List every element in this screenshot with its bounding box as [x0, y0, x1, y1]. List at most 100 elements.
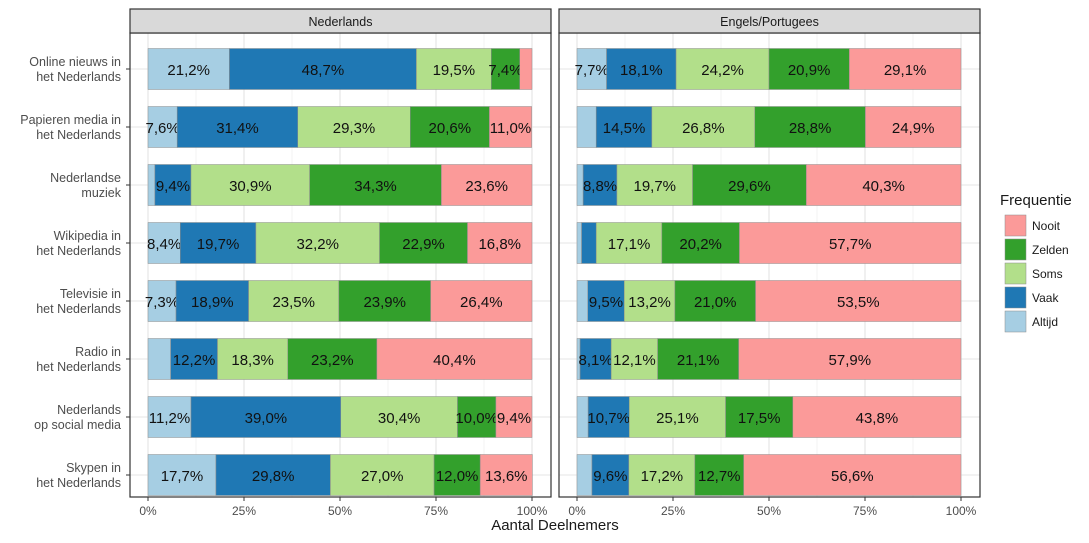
bar-value-label: 27,0%: [361, 468, 404, 485]
bar-segment-vaak: [581, 222, 597, 264]
bar-value-label: 9,5%: [589, 294, 623, 311]
y-category-label-line: het Nederlands: [36, 360, 121, 374]
bar-segment-soms: [248, 280, 340, 322]
bar-segment-zelden: [287, 338, 378, 380]
bar-value-label: 31,4%: [216, 120, 259, 137]
bar-segment-nooit: [865, 106, 962, 148]
bar-segment-altijd: [147, 396, 192, 438]
bar-value-label: 20,9%: [788, 62, 831, 79]
legend-swatch-nooit: [1004, 214, 1027, 237]
bar-segment-vaak: [176, 106, 299, 148]
bar-segment-soms: [628, 454, 696, 496]
bar-value-label: 26,8%: [682, 120, 725, 137]
bar-value-label: 40,4%: [433, 352, 476, 369]
bar-segment-zelden: [768, 48, 850, 90]
x-tick-label: 0%: [139, 504, 157, 518]
y-category-label-line: op social media: [34, 418, 121, 432]
bar-segment-zelden: [379, 222, 468, 264]
y-category-label: Nederlandse muziek: [50, 171, 122, 200]
bar-value-label: 26,4%: [460, 294, 503, 311]
bar-value-label: 25,1%: [656, 410, 699, 427]
bar-value-label: 21,1%: [677, 352, 720, 369]
bar-value-label: 13,2%: [628, 294, 671, 311]
bar-value-label: 8,4%: [147, 236, 181, 253]
y-category-label-line: Skypen in: [66, 461, 121, 475]
bar-segment-vaak: [215, 454, 331, 496]
bar-segment-zelden: [674, 280, 756, 322]
bar-segment-vaak: [154, 164, 192, 206]
bar-value-label: 17,1%: [608, 236, 651, 253]
bar-segment-altijd: [576, 280, 589, 322]
bar-segment-nooit: [738, 338, 962, 380]
y-category-label: Skypen in het Nederlands: [36, 461, 121, 490]
bar-value-label: 7,6%: [145, 120, 179, 137]
y-category-label: Nederlands op social media: [34, 403, 121, 432]
bar-value-label: 11,2%: [149, 410, 190, 427]
bar-segment-nooit: [441, 164, 533, 206]
bar-segment-soms: [595, 222, 663, 264]
bar-segment-nooit: [519, 48, 533, 90]
bar-segment-soms: [616, 164, 693, 206]
x-axis-title: Aantal Deelnemers: [491, 517, 619, 534]
bar-value-label: 18,9%: [191, 294, 234, 311]
bar-value-label: 53,5%: [837, 294, 880, 311]
legend-swatch-vaak: [1004, 286, 1027, 309]
y-category-label-line: het Nederlands: [36, 128, 121, 142]
bar-segment-zelden: [338, 280, 431, 322]
bar-value-label: 10,7%: [587, 410, 630, 427]
bar-value-label: 22,9%: [402, 236, 445, 253]
bar-segment-soms: [610, 338, 658, 380]
bar-value-label: 28,8%: [789, 120, 832, 137]
bar-segment-zelden: [725, 396, 794, 438]
x-tick-label: 50%: [757, 504, 781, 518]
legend-swatch-zelden: [1004, 238, 1027, 261]
legend-label: Zelden: [1032, 243, 1069, 257]
bar-segment-vaak: [229, 48, 417, 90]
bar-value-label: 7,7%: [575, 62, 609, 79]
bar-segment-soms: [297, 106, 411, 148]
bar-value-label: 9,4%: [156, 178, 190, 195]
bar-segment-nooit: [467, 222, 533, 264]
bar-value-label: 29,1%: [884, 62, 927, 79]
bar-value-label: 24,9%: [892, 120, 935, 137]
legend-label: Nooit: [1032, 219, 1061, 233]
bar-segment-vaak: [175, 280, 249, 322]
bar-value-label: 16,8%: [478, 236, 521, 253]
legend-label: Soms: [1032, 267, 1063, 281]
bar-segment-nooit: [495, 396, 533, 438]
bar-segment-soms: [651, 106, 756, 148]
x-tick-label: 75%: [424, 504, 448, 518]
bar-segment-altijd: [147, 454, 217, 496]
bar-segment-altijd: [147, 222, 181, 264]
bar-value-label: 56,6%: [831, 468, 874, 485]
bar-segment-vaak: [190, 396, 342, 438]
bar-value-label: 57,9%: [829, 352, 872, 369]
bar-value-label: 13,6%: [485, 468, 528, 485]
y-category-label-line: Radio in: [75, 345, 121, 359]
bar-value-label: 17,7%: [161, 468, 204, 485]
bar-segment-soms: [340, 396, 458, 438]
bar-value-label: 57,7%: [829, 236, 872, 253]
x-tick-label: 25%: [661, 504, 685, 518]
bar-value-label: 30,9%: [229, 178, 272, 195]
bar-value-label: 29,3%: [333, 120, 376, 137]
bar-value-label: 9,4%: [497, 410, 531, 427]
y-category-label-line: muziek: [81, 186, 121, 200]
bar-value-label: 19,7%: [633, 178, 676, 195]
bar-segment-nooit: [430, 280, 533, 322]
legend-label: Altijd: [1032, 315, 1058, 329]
y-category-label-line: Televisie in: [60, 287, 121, 301]
bar-segment-altijd: [147, 280, 177, 322]
bar-segment-vaak: [582, 164, 618, 206]
bar-value-label: 7,3%: [145, 294, 179, 311]
bar-segment-soms: [623, 280, 676, 322]
x-tick-label: 25%: [232, 504, 256, 518]
facet-title: Engels/Portugees: [720, 15, 819, 29]
y-category-label-line: het Nederlands: [36, 70, 121, 84]
bar-value-label: 14,5%: [603, 120, 646, 137]
bar-value-label: 18,3%: [231, 352, 274, 369]
bar-segment-nooit: [479, 454, 533, 496]
bar-segment-vaak: [587, 280, 625, 322]
bar-segment-zelden: [754, 106, 866, 148]
bar-segment-vaak: [595, 106, 653, 148]
